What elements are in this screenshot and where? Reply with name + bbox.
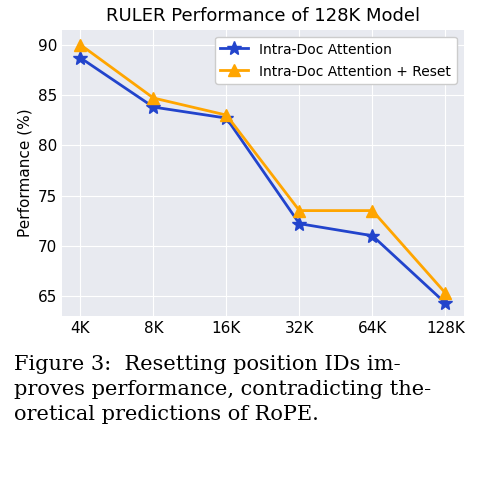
Intra-Doc Attention	[224, 115, 229, 121]
Intra-Doc Attention + Reset	[77, 42, 83, 48]
Intra-Doc Attention + Reset	[224, 112, 229, 118]
Intra-Doc Attention	[443, 300, 448, 306]
Intra-Doc Attention + Reset	[151, 95, 156, 101]
Intra-Doc Attention	[369, 233, 375, 239]
Intra-Doc Attention	[77, 55, 83, 61]
Text: Figure 3:  Resetting position IDs im-
proves performance, contradicting the-
ore: Figure 3: Resetting position IDs im- pro…	[14, 356, 432, 424]
Intra-Doc Attention + Reset	[443, 290, 448, 296]
Intra-Doc Attention	[151, 104, 156, 110]
Title: RULER Performance of 128K Model: RULER Performance of 128K Model	[106, 7, 420, 25]
Y-axis label: Performance (%): Performance (%)	[17, 109, 33, 237]
Intra-Doc Attention + Reset	[296, 207, 302, 213]
Line: Intra-Doc Attention: Intra-Doc Attention	[74, 51, 452, 310]
Legend: Intra-Doc Attention, Intra-Doc Attention + Reset: Intra-Doc Attention, Intra-Doc Attention…	[215, 37, 456, 84]
Intra-Doc Attention + Reset	[369, 207, 375, 213]
Line: Intra-Doc Attention + Reset: Intra-Doc Attention + Reset	[75, 39, 451, 298]
Intra-Doc Attention	[296, 221, 302, 227]
